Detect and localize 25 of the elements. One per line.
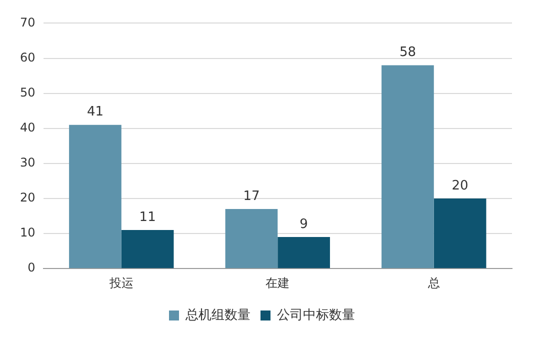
data-label: 11 (139, 210, 156, 225)
x-tick-label: 总 (426, 276, 440, 290)
bar (121, 230, 174, 268)
data-label: 17 (243, 188, 260, 204)
bar (382, 65, 434, 268)
bar (225, 209, 278, 268)
y-tick-label: 0 (28, 260, 36, 275)
data-label: 41 (86, 104, 104, 120)
data-label: 58 (399, 45, 416, 60)
y-tick-label: 10 (20, 226, 36, 240)
legend-label: 总机组数量 (184, 308, 250, 323)
x-tick-label: 投运 (108, 276, 134, 290)
bar (278, 237, 330, 268)
y-tick-label: 50 (20, 85, 36, 100)
x-tick-label: 在建 (266, 276, 290, 290)
bar (69, 124, 122, 268)
y-tick-label: 30 (20, 156, 36, 170)
data-label: 20 (452, 178, 468, 194)
y-tick-label: 40 (20, 120, 36, 134)
bar (434, 198, 486, 268)
y-tick-label: 60 (20, 50, 36, 64)
y-tick-label: 70 (20, 15, 36, 30)
y-tick-label: 20 (20, 190, 36, 205)
data-label: 9 (300, 216, 308, 232)
legend-label: 公司中标数量 (277, 308, 355, 323)
